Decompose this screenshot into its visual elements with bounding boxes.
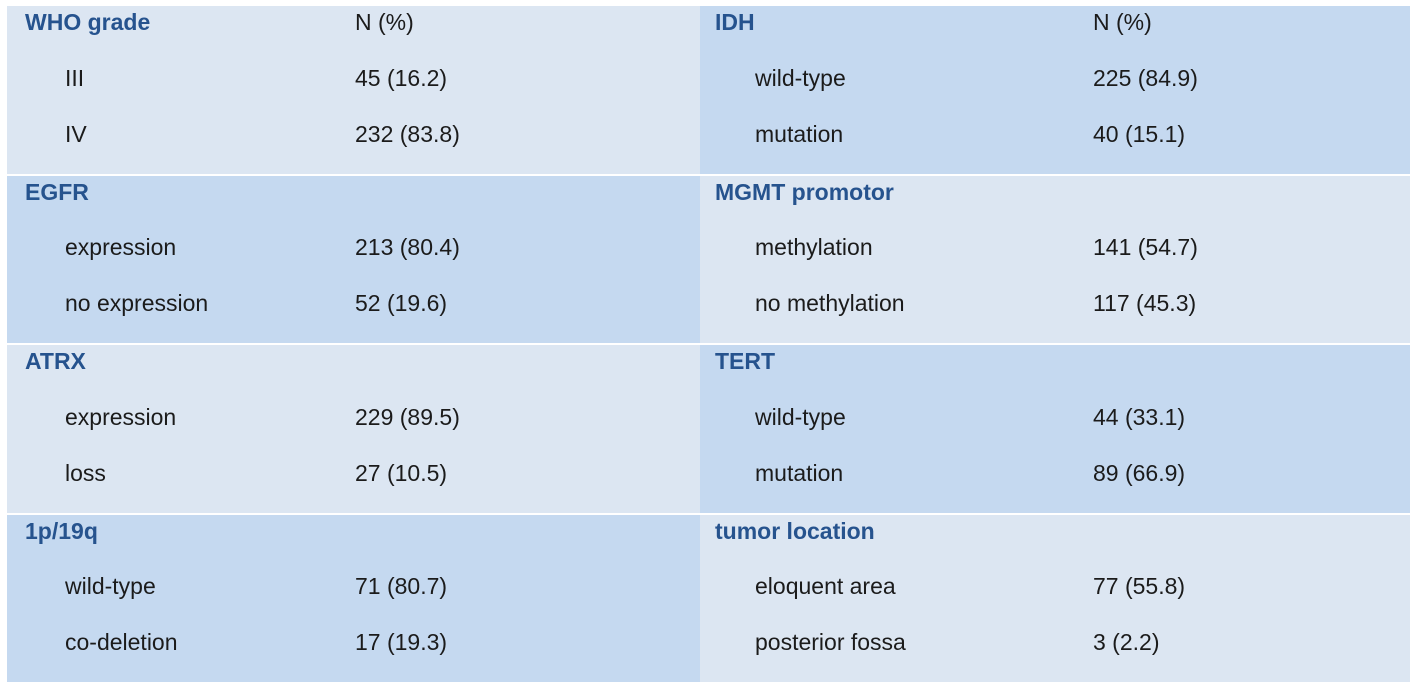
row-value: 52 (19.6) — [355, 290, 448, 317]
value-column-header: N (%) — [1093, 9, 1152, 35]
row-value: 213 (80.4) — [355, 234, 460, 261]
row-value: 44 (33.1) — [1093, 403, 1186, 430]
row-value: 71 (80.7) — [355, 573, 448, 600]
table-row: expression 229 (89.5) — [7, 401, 700, 457]
table-row: wild-type 44 (33.1) — [700, 401, 1410, 457]
section-header-row: EGFR — [7, 176, 700, 232]
section-title: TERT — [715, 348, 776, 374]
table-row: wild-type 71 (80.7) — [7, 570, 700, 626]
row-label: wild-type — [755, 64, 846, 91]
table-row: no expression 52 (19.6) — [7, 287, 700, 343]
row-label: wild-type — [755, 403, 846, 430]
section-1p19q: 1p/19q wild-type 71 (80.7) co-deletion 1… — [7, 514, 700, 682]
table-halves: WHO grade N (%) III 45 (16.2) IV 232 (83… — [7, 6, 1410, 682]
section-who-grade: WHO grade N (%) III 45 (16.2) IV 232 (83… — [7, 6, 700, 174]
row-label: methylation — [755, 234, 873, 261]
section-header-row: tumor location — [700, 515, 1410, 571]
row-value: 3 (2.2) — [1093, 629, 1160, 656]
table-row: methylation 141 (54.7) — [700, 231, 1410, 287]
section-tumor-location: tumor location eloquent area 77 (55.8) p… — [700, 514, 1410, 682]
row-value: 117 (45.3) — [1093, 290, 1197, 317]
table-row: IV 232 (83.8) — [7, 118, 700, 174]
section-header-row: WHO grade N (%) — [7, 6, 700, 62]
section-title: IDH — [715, 9, 755, 35]
section-header-row: TERT — [700, 345, 1410, 401]
section-title: ATRX — [25, 348, 86, 374]
table-row: loss 27 (10.5) — [7, 457, 700, 513]
section-title: tumor location — [715, 517, 875, 544]
table-row: mutation 89 (66.9) — [700, 457, 1410, 513]
row-label: wild-type — [65, 573, 156, 600]
row-value: 40 (15.1) — [1093, 120, 1186, 147]
section-atrx: ATRX expression 229 (89.5) loss 27 (10.5… — [7, 345, 700, 513]
section-egfr: EGFR expression 213 (80.4) no expression… — [7, 175, 700, 343]
table-row: III 45 (16.2) — [7, 62, 700, 118]
row-label: III — [65, 64, 85, 91]
row-label: no methylation — [755, 290, 905, 317]
row-value: 45 (16.2) — [355, 64, 448, 91]
section-header-row: MGMT promotor — [700, 176, 1410, 232]
table-left-half: WHO grade N (%) III 45 (16.2) IV 232 (83… — [7, 6, 700, 682]
section-header-row: IDH N (%) — [700, 6, 1410, 62]
row-label: IV — [65, 120, 87, 147]
row-value: 141 (54.7) — [1093, 234, 1198, 261]
row-value: 89 (66.9) — [1093, 459, 1186, 486]
row-label: expression — [65, 234, 177, 261]
row-label: eloquent area — [755, 573, 896, 600]
section-header-row: 1p/19q — [7, 515, 700, 571]
row-value: 27 (10.5) — [355, 459, 448, 486]
section-mgmt-promotor: MGMT promotor methylation 141 (54.7) no … — [700, 175, 1410, 343]
row-value: 232 (83.8) — [355, 120, 460, 147]
value-column-header: N (%) — [355, 9, 414, 35]
table-row: co-deletion 17 (19.3) — [7, 626, 700, 682]
section-idh: IDH N (%) wild-type 225 (84.9) mutation … — [700, 6, 1410, 174]
section-title: 1p/19q — [25, 517, 98, 544]
table-row: posterior fossa 3 (2.2) — [700, 626, 1410, 682]
table-right-half: IDH N (%) wild-type 225 (84.9) mutation … — [700, 6, 1410, 682]
table-row: eloquent area 77 (55.8) — [700, 570, 1410, 626]
section-title: WHO grade — [25, 9, 151, 35]
row-label: mutation — [755, 459, 844, 486]
row-value: 17 (19.3) — [355, 629, 448, 656]
table-row: mutation 40 (15.1) — [700, 118, 1410, 174]
section-title: MGMT promotor — [715, 178, 894, 205]
table-row: no methylation 117 (45.3) — [700, 287, 1410, 343]
section-header-row: ATRX — [7, 345, 700, 401]
row-label: mutation — [755, 120, 844, 147]
section-title: EGFR — [25, 178, 89, 205]
table-row: wild-type 225 (84.9) — [700, 62, 1410, 118]
table-row: expression 213 (80.4) — [7, 231, 700, 287]
row-label: no expression — [65, 290, 209, 317]
row-label: loss — [65, 459, 106, 486]
row-label: expression — [65, 403, 177, 430]
row-value: 225 (84.9) — [1093, 64, 1198, 91]
row-label: posterior fossa — [755, 629, 906, 656]
row-value: 229 (89.5) — [355, 403, 460, 430]
section-tert: TERT wild-type 44 (33.1) mutation 89 (66… — [700, 345, 1410, 513]
row-value: 77 (55.8) — [1093, 573, 1186, 600]
row-label: co-deletion — [65, 629, 178, 656]
